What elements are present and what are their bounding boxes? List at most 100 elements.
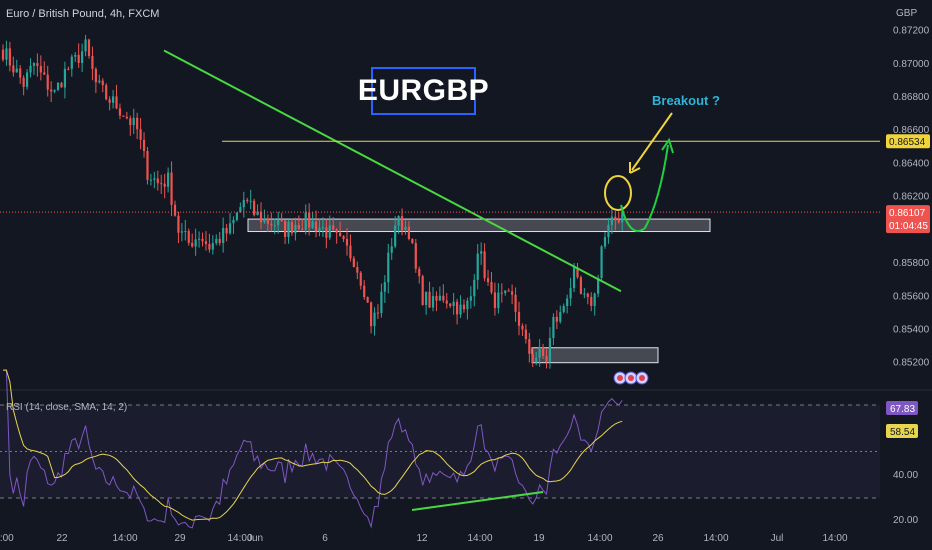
event-icon-dot (628, 375, 634, 381)
candle-body (156, 178, 159, 184)
candle-body (345, 239, 349, 246)
candle-body (222, 227, 225, 244)
candle-body (50, 89, 53, 92)
price-tick-label: 0.87200 (893, 26, 930, 37)
candle-body (194, 239, 197, 247)
candle-body (294, 224, 297, 234)
candle-body (132, 117, 135, 126)
candle-body (387, 252, 390, 283)
candle-body (91, 55, 94, 69)
candle-body (614, 216, 617, 221)
rsi-divergence-line (411, 491, 544, 511)
candle-body (283, 220, 287, 237)
event-icon-dot (639, 375, 645, 381)
candle-body (115, 96, 118, 109)
projection-curve (620, 144, 669, 233)
candle-body (256, 211, 259, 216)
candle-body (139, 129, 142, 140)
candle-body (173, 204, 177, 216)
candle-body (184, 230, 187, 232)
time-tick-label: 14:00 (822, 533, 847, 544)
candle-body (149, 179, 153, 181)
candle-body (74, 54, 77, 57)
time-tick-label: 14:00 (587, 533, 612, 544)
candle-body (136, 117, 139, 130)
candle-body (32, 63, 36, 66)
candle-body (521, 325, 524, 330)
candle-body (383, 282, 386, 292)
support-zone (247, 218, 711, 233)
time-tick-label: 19 (533, 533, 545, 544)
candle-body (142, 139, 146, 152)
candle-body (548, 338, 552, 363)
rsi-line (3, 369, 623, 529)
candle-body (511, 291, 514, 295)
candle-body (572, 267, 576, 289)
candle-body (531, 353, 534, 363)
candle-body (249, 200, 252, 202)
candle-body (397, 216, 400, 226)
candle-body (404, 226, 407, 231)
candle-body (593, 293, 596, 306)
candle-body (98, 80, 101, 83)
candle-body (394, 225, 397, 247)
breakout-arrow-head (629, 162, 641, 174)
currency-label: GBP (896, 8, 917, 19)
candle-body (428, 291, 431, 308)
time-tick-label: 29 (174, 533, 186, 544)
candles (1, 34, 624, 369)
candle-body (105, 85, 108, 100)
candle-body (566, 298, 569, 306)
candle-body (452, 301, 455, 307)
time-tick-label: Jun (247, 533, 263, 544)
candle-body (84, 39, 87, 52)
candle-body (356, 267, 359, 273)
time-tick-label: 26 (652, 533, 664, 544)
time-tick-label: 14:00 (112, 533, 137, 544)
candle-body (318, 227, 321, 232)
current-price-label: 0.86107 (889, 208, 926, 219)
candle-body (545, 355, 548, 363)
candle-body (600, 246, 603, 279)
rsi-sma-label: 58.54 (890, 427, 915, 438)
candle-body (239, 207, 242, 213)
candle-body (363, 285, 366, 298)
rsi-tick-label: 20.00 (893, 515, 918, 526)
candle-body (517, 311, 521, 326)
candle-body (597, 278, 600, 294)
candle-body (43, 72, 46, 75)
current-price-tag (886, 205, 930, 234)
candle-body (81, 51, 84, 63)
price-tick-label: 0.85200 (893, 358, 930, 369)
candle-body (204, 241, 208, 244)
time-tick-label: 12 (416, 533, 428, 544)
candle-body (180, 231, 183, 233)
candle-body (101, 80, 104, 86)
candle-body (576, 267, 579, 278)
candle-body (493, 292, 497, 309)
candle-body (160, 183, 163, 185)
price-tick-label: 0.86600 (893, 125, 930, 136)
rsi-header: RSI (14, close, SMA, 14, 2) (6, 402, 128, 413)
candle-body (449, 303, 452, 307)
symbol-header: Euro / British Pound, 4h, FXCM (6, 8, 160, 20)
candle-body (445, 300, 448, 304)
candle-body (36, 63, 39, 66)
candle-body (425, 291, 428, 306)
candle-body (514, 294, 517, 312)
candle-body (77, 54, 80, 63)
time-tick-label: 4:00 (0, 533, 14, 544)
candle-body (459, 304, 462, 315)
candle-body (287, 221, 290, 237)
time-tick-label: 14:00 (467, 533, 492, 544)
candle-body (617, 220, 620, 223)
candle-body (469, 296, 472, 301)
candle-body (373, 312, 376, 327)
candle-body (290, 221, 294, 234)
candle-body (201, 238, 204, 242)
candle-body (535, 357, 538, 363)
axes: GBP 0.87200 0.87000 0.86800 0.86600 0.86400 0.… (0, 8, 930, 544)
rsi-value-label: 67.83 (890, 404, 915, 415)
candle-body (342, 236, 345, 240)
